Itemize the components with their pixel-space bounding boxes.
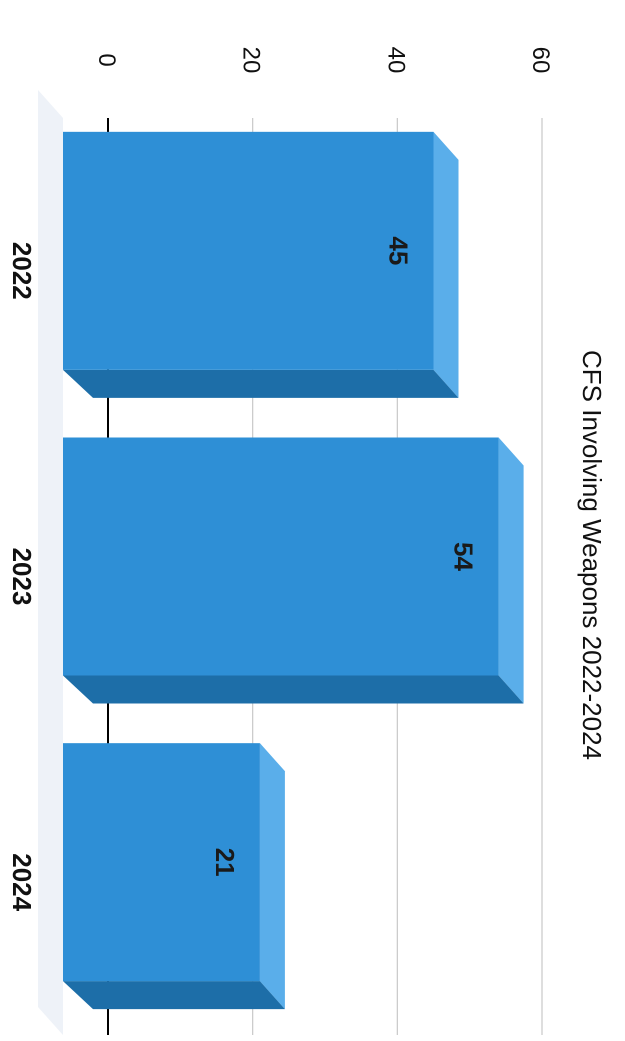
bar-side-face: [63, 675, 524, 704]
floor-shadow: [38, 90, 63, 1035]
y-tick-label: 20: [238, 47, 265, 74]
x-tick-label: 2024: [7, 853, 37, 911]
bar-side-face: [63, 981, 285, 1010]
x-tick-label: 2022: [7, 242, 37, 300]
bar-data-label: 21: [210, 848, 240, 877]
y-tick-label: 40: [382, 47, 409, 74]
bar-series: 45 54 21: [62, 131, 524, 1010]
bar-data-label: 45: [384, 236, 414, 265]
bar-top-face: [433, 131, 459, 398]
y-tick-label: 60: [527, 47, 554, 74]
bar-front-face: [63, 743, 260, 982]
bar: 54: [62, 437, 524, 704]
bar-top-face: [498, 437, 524, 704]
bar: 45: [63, 131, 459, 398]
bar: 21: [63, 743, 285, 1010]
y-tick-label: 0: [93, 53, 120, 66]
x-tick-label: 2023: [7, 548, 37, 606]
bar-front-face: [63, 131, 434, 370]
chart-floor: [38, 90, 63, 1035]
bar-top-face: [259, 743, 285, 1010]
y-tick-labels: 0 20 40 60: [93, 47, 554, 74]
bar-front-face: [62, 437, 499, 676]
chart-title: CFS Involving Weapons 2022-2024: [577, 350, 607, 760]
bar-side-face: [63, 369, 459, 398]
bar-data-label: 54: [449, 542, 479, 571]
x-tick-labels: 2022 2023 2024: [7, 242, 37, 912]
